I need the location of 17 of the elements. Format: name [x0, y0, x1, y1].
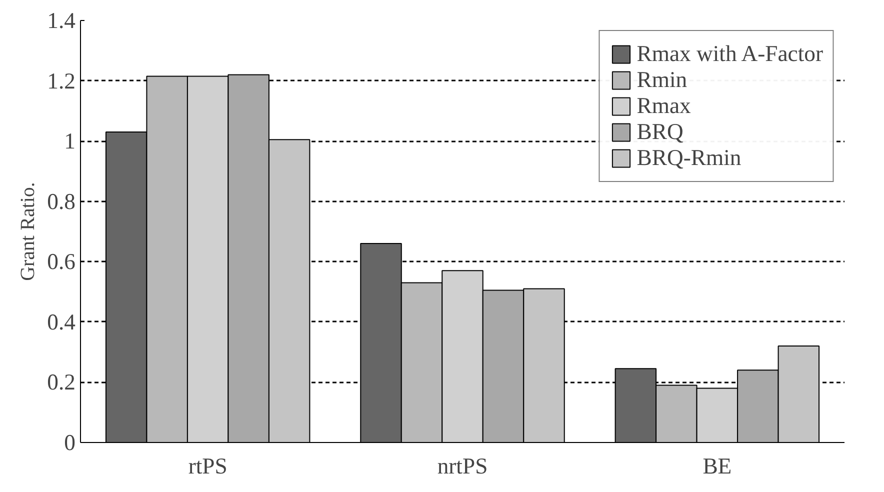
x-tick-label: nrtPS [437, 454, 488, 478]
x-tick-label: BE [702, 454, 732, 478]
y-tick-label: 0.2 [47, 370, 76, 395]
legend-label: Rmax with A-Factor [636, 41, 823, 67]
y-tick-label: 0 [64, 430, 76, 455]
legend-label: BRQ [636, 119, 684, 145]
y-axis-title: Grant Ratio. [17, 182, 40, 281]
legend-label: Rmax [636, 93, 691, 119]
y-tick-label: 1.4 [47, 8, 76, 33]
legend-label: Rmin [636, 67, 688, 93]
y-tick-label: 0.6 [47, 249, 76, 274]
y-tick-label: 1 [64, 128, 76, 154]
y-tick-label: 0.8 [47, 188, 76, 214]
x-tick-label: rtPS [188, 454, 228, 478]
legend-label: BRQ-Rmin [636, 145, 742, 171]
y-tick-label: 0.4 [47, 309, 76, 334]
y-tick-label: 1.2 [47, 68, 76, 94]
